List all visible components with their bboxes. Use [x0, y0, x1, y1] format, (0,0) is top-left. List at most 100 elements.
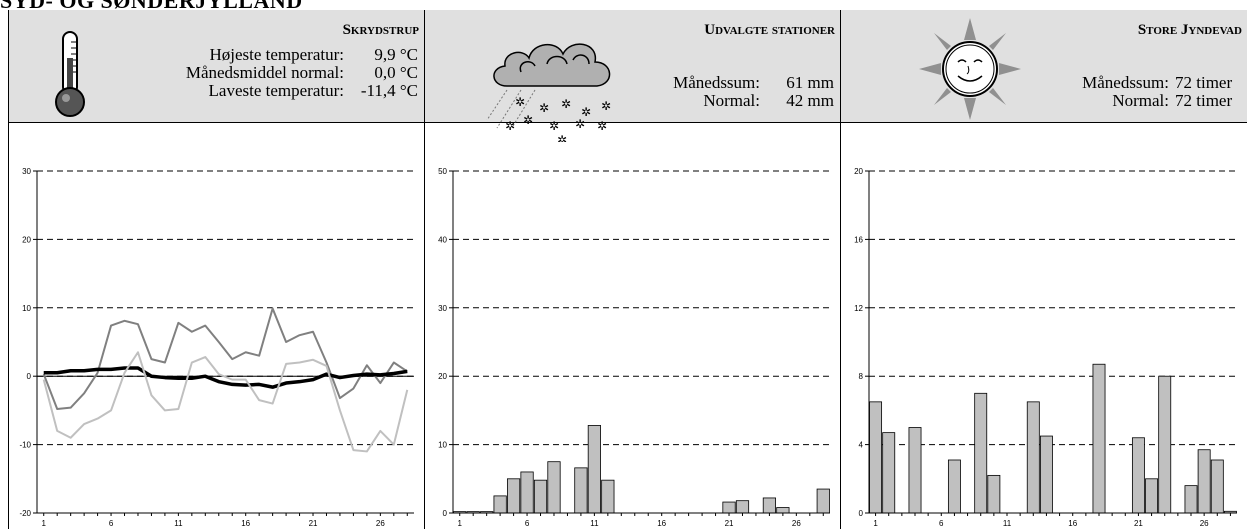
- x-tick-label: 1: [42, 519, 47, 528]
- x-tick-label: 26: [376, 519, 385, 528]
- y-tick-label: 0: [27, 372, 32, 381]
- bar: [987, 474, 1001, 514]
- x-tick-label: 1: [873, 519, 878, 528]
- stat-label: Laveste temperatur:: [208, 81, 344, 100]
- svg-text:✲: ✲: [601, 99, 611, 113]
- bar: [547, 461, 561, 514]
- bar: [533, 479, 548, 514]
- y-tick-label: 10: [438, 441, 447, 450]
- y-tick-label: 30: [22, 167, 31, 176]
- y-tick-label: 20: [854, 167, 863, 176]
- bar: [1092, 363, 1106, 514]
- series-line: [42, 351, 409, 453]
- bar: [1026, 401, 1040, 514]
- bar: [974, 392, 988, 514]
- bar: [1184, 485, 1198, 514]
- stat-label: Højeste temperatur:: [209, 45, 344, 64]
- x-tick-label: 26: [792, 519, 801, 528]
- sun-icon: [919, 18, 1021, 120]
- bar: [601, 479, 615, 514]
- svg-text:✲: ✲: [557, 133, 567, 142]
- y-tick-label: 40: [438, 235, 447, 244]
- bar: [1158, 375, 1172, 514]
- stat-label: Månedssum:: [673, 73, 760, 92]
- x-tick-label: 16: [241, 519, 250, 528]
- panel-sunshine: Store Jyndevad Månedssum: 72 timer Normal…: [841, 10, 1247, 529]
- panel-sunshine-title: Store Jyndevad: [1137, 22, 1242, 38]
- y-tick-label: 16: [854, 235, 863, 244]
- panel-precipitation-header: ✲ ✲ ✲ ✲ ✲ ✲ ✲ ✲ ✲ ✲ ✲ Udvalgte stationer Måneds…: [425, 10, 840, 142]
- bar: [762, 497, 777, 514]
- bar: [493, 495, 507, 514]
- x-tick-label: 26: [1200, 519, 1209, 528]
- panel-sunshine-header: Store Jyndevad Månedssum: 72 timer Normal…: [841, 10, 1247, 123]
- x-tick-label: 11: [590, 519, 599, 528]
- bar: [947, 459, 961, 514]
- bar: [869, 401, 883, 514]
- svg-text:✲: ✲: [561, 97, 571, 111]
- stat-value: 42 mm: [786, 91, 834, 110]
- bar: [520, 471, 534, 514]
- y-tick-label: -10: [19, 441, 31, 450]
- bar: [722, 501, 736, 514]
- y-tick-label: 10: [22, 304, 31, 313]
- panel-precipitation-title: Udvalgte stationer: [704, 22, 835, 38]
- stat-row-low-temp: Laveste temperatur: -11,4 °C: [209, 82, 418, 100]
- bar: [587, 425, 601, 514]
- bar: [574, 467, 588, 514]
- thermometer-icon: [55, 31, 85, 117]
- svg-text:✲: ✲: [575, 117, 585, 131]
- stat-row-normal: Normal: 42 mm: [703, 92, 834, 110]
- bar: [735, 500, 750, 514]
- stat-label: Normal:: [703, 91, 760, 110]
- x-tick-label: 6: [525, 519, 530, 528]
- svg-text:✲: ✲: [597, 119, 607, 133]
- x-tick-label: 6: [109, 519, 114, 528]
- stat-value: 9,9 °C: [374, 45, 418, 64]
- bar: [816, 488, 830, 514]
- region-title: SYD- OG SØNDERJYLLAND: [0, 0, 303, 13]
- x-tick-label: 21: [1134, 519, 1143, 528]
- panel-temperature-title: Skrydstrup: [342, 22, 419, 38]
- svg-text:✲: ✲: [539, 101, 549, 115]
- x-tick-label: 21: [725, 519, 734, 528]
- y-tick-label: 12: [854, 304, 863, 313]
- panel-precipitation: ✲ ✲ ✲ ✲ ✲ ✲ ✲ ✲ ✲ ✲ ✲ Udvalgte stationer Måneds…: [425, 10, 841, 529]
- y-tick-label: -20: [19, 509, 31, 518]
- y-tick-label: 4: [859, 441, 864, 450]
- svg-text:✲: ✲: [523, 113, 533, 127]
- bar: [1210, 459, 1224, 514]
- stat-value: 61 mm: [786, 73, 834, 92]
- series-line: [42, 307, 408, 411]
- stat-label: Månedsmiddel normal:: [185, 63, 344, 82]
- y-tick-label: 0: [443, 509, 448, 518]
- stat-value: 0,0 °C: [374, 63, 418, 82]
- y-tick-label: 50: [438, 167, 447, 176]
- stat-label: Normal:: [1112, 91, 1169, 110]
- bar: [882, 432, 896, 514]
- stat-row-normal-mean: Månedsmiddel normal: 0,0 °C: [186, 64, 418, 82]
- stat-row-monthly-sum: Månedssum: 72 timer: [1082, 74, 1247, 92]
- x-tick-label: 16: [1068, 519, 1077, 528]
- x-tick-label: 1: [458, 519, 463, 528]
- stat-row-normal: Normal: 72 timer: [1112, 92, 1247, 110]
- y-tick-label: 20: [22, 235, 31, 244]
- x-tick-label: 11: [1003, 519, 1012, 528]
- svg-text:✲: ✲: [549, 119, 559, 133]
- y-tick-label: 20: [438, 372, 447, 381]
- x-tick-label: 6: [939, 519, 944, 528]
- svg-text:✲: ✲: [505, 119, 515, 133]
- y-tick-label: 30: [438, 304, 447, 313]
- stat-value: -11,4 °C: [360, 81, 418, 100]
- bar: [1197, 449, 1211, 514]
- x-tick-label: 11: [174, 519, 183, 528]
- series-line: [43, 366, 408, 389]
- stat-row-monthly-sum: Månedssum: 61 mm: [673, 74, 834, 92]
- snow-cloud-icon: ✲ ✲ ✲ ✲ ✲✲ ✲ ✲ ✲ ✲✲: [486, 43, 611, 142]
- bar: [1145, 478, 1159, 514]
- stat-value: 72 timer: [1175, 73, 1233, 92]
- stat-value: 72 timer: [1175, 91, 1233, 110]
